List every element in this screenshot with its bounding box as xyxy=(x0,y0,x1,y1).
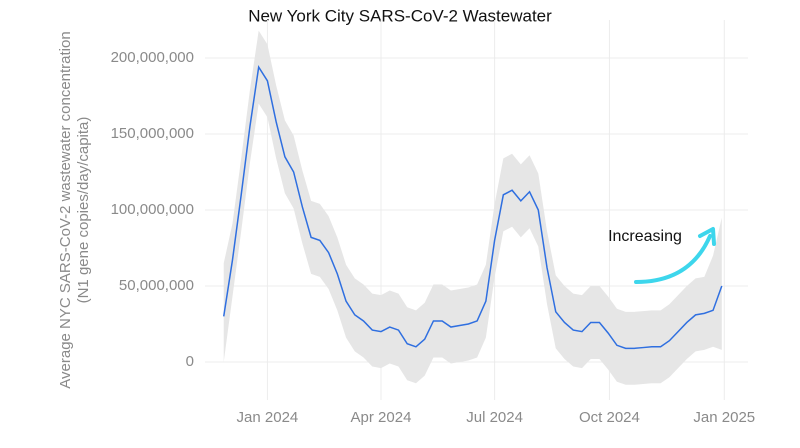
line xyxy=(222,65,723,350)
y-tick-label: 100,000,000 xyxy=(111,201,194,218)
x-tick-label: Jan 2025 xyxy=(693,409,755,426)
annotation: Increasing xyxy=(608,228,682,245)
x-tick-label: Jul 2024 xyxy=(466,409,523,426)
x-tick-label: Apr 2024 xyxy=(351,409,412,426)
annotation-arrow xyxy=(634,234,712,284)
chart-title: New York City SARS-CoV-2 Wastewater xyxy=(248,6,552,25)
y-axis-label: (N1 gene copies/day/capita) xyxy=(75,117,92,304)
confidence-band xyxy=(223,30,722,385)
x-tick-label: Jan 2024 xyxy=(237,409,299,426)
y-tick-label: 150,000,000 xyxy=(111,125,194,142)
annotation-arrowhead xyxy=(698,227,716,246)
x-tick-label: Oct 2024 xyxy=(579,409,640,426)
y-tick-label: 200,000,000 xyxy=(111,49,194,66)
y-axis-label: Average NYC SARS-CoV-2 wastewater concen… xyxy=(57,31,74,388)
y-tick-label: 0 xyxy=(186,353,194,370)
y-tick-label: 50,000,000 xyxy=(119,277,194,294)
plot xyxy=(222,30,723,385)
